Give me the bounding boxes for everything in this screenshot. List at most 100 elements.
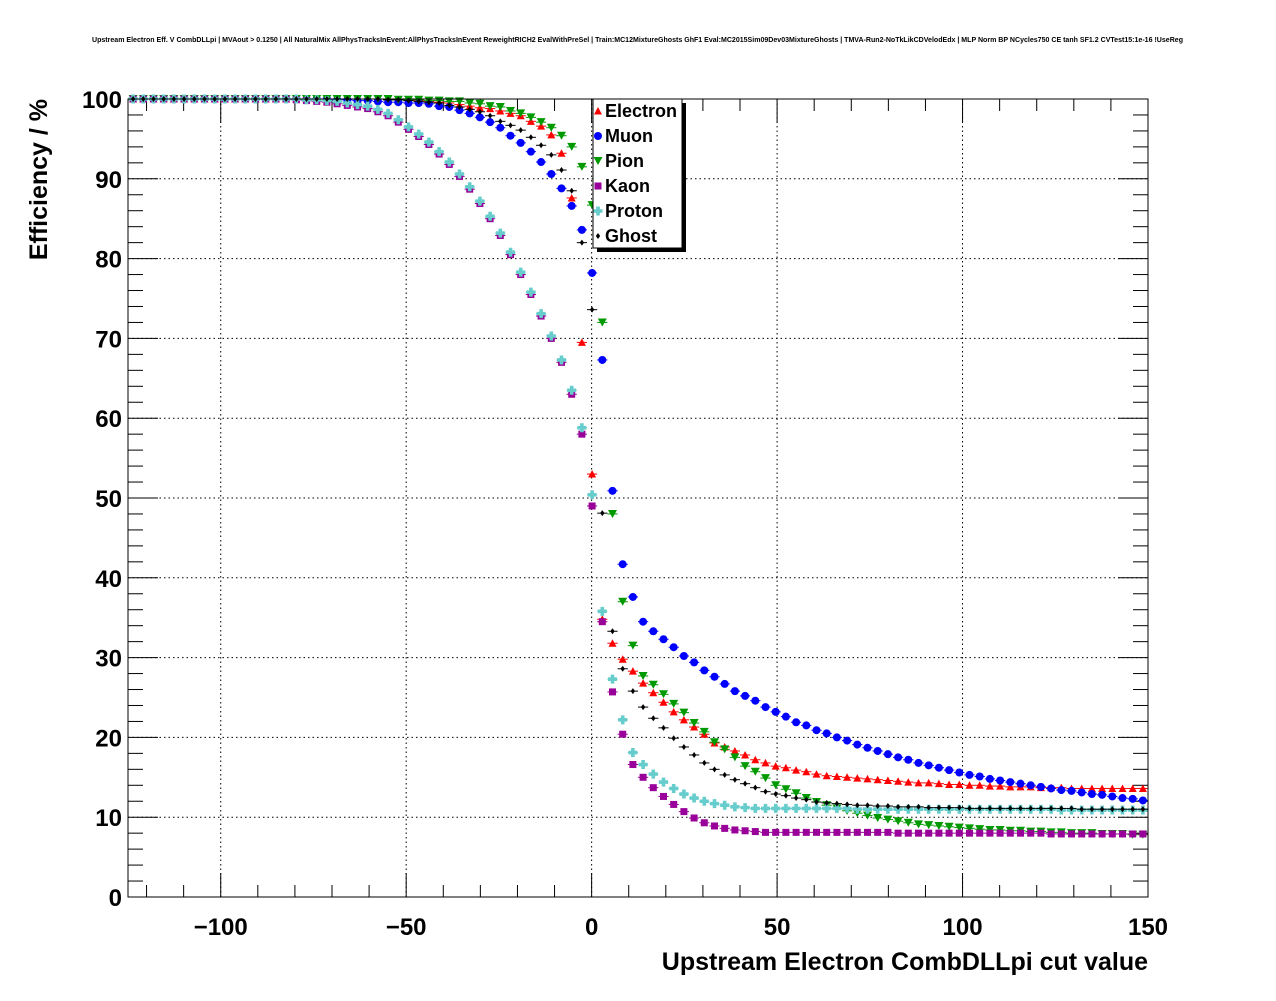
- data-point: [750, 803, 760, 813]
- data-point: [1037, 829, 1045, 837]
- data-point: [853, 828, 861, 836]
- data-point: [955, 768, 964, 777]
- data-point: [1006, 782, 1015, 791]
- data-point: [731, 826, 739, 834]
- data-point: [620, 665, 625, 672]
- data-point: [801, 803, 811, 813]
- data-point: [1047, 784, 1056, 793]
- legend-marker-ghost: [595, 233, 601, 239]
- data-point: [526, 113, 536, 122]
- data-point: [546, 123, 556, 132]
- data-point: [567, 193, 576, 202]
- data-point: [526, 287, 536, 297]
- data-point: [485, 211, 495, 221]
- data-point: [342, 98, 352, 108]
- legend-marker-pion: [593, 157, 603, 165]
- data-point: [414, 129, 424, 139]
- data-point: [823, 828, 831, 836]
- data-point: [1110, 806, 1115, 813]
- data-point: [516, 138, 525, 147]
- data-point: [906, 803, 911, 810]
- data-point: [965, 781, 974, 789]
- y-tick-label: 30: [95, 646, 122, 673]
- data-point: [660, 792, 667, 800]
- data-point: [985, 774, 994, 783]
- data-point: [455, 106, 464, 115]
- data-point: [661, 724, 666, 731]
- data-point: [802, 721, 811, 730]
- data-point: [363, 101, 373, 111]
- data-point: [475, 99, 485, 108]
- data-point: [393, 115, 403, 125]
- data-point: [404, 122, 414, 132]
- legend: Electron Muon Pion Kaon Proton Ghost: [592, 98, 686, 252]
- data-point: [699, 796, 709, 806]
- data-point: [536, 118, 546, 127]
- data-point: [720, 679, 729, 688]
- data-point: [587, 490, 597, 500]
- data-point: [486, 118, 495, 127]
- data-point: [925, 829, 933, 837]
- data-point: [628, 667, 637, 675]
- data-point: [884, 828, 892, 836]
- data-point: [1139, 830, 1147, 838]
- data-point: [465, 109, 474, 118]
- data-point: [812, 803, 821, 813]
- data-point: [822, 803, 832, 813]
- data-point: [750, 767, 760, 776]
- data-point: [1059, 805, 1064, 812]
- data-point: [883, 776, 892, 784]
- legend-label-proton: Proton: [605, 201, 663, 221]
- data-point: [577, 162, 587, 171]
- data-point: [435, 102, 444, 111]
- data-point: [824, 799, 829, 806]
- data-point: [639, 679, 648, 687]
- data-point: [579, 239, 585, 246]
- data-point: [496, 123, 505, 132]
- data-point: [1138, 796, 1147, 805]
- data-point: [1079, 806, 1084, 813]
- data-point: [976, 829, 984, 837]
- data-point: [597, 318, 607, 327]
- data-point: [619, 730, 627, 738]
- data-point: [924, 778, 933, 787]
- data-point: [741, 691, 750, 700]
- data-point: [1098, 790, 1107, 799]
- data-point: [628, 748, 638, 758]
- data-point: [802, 767, 811, 776]
- data-point: [996, 776, 1005, 785]
- data-point: [762, 828, 769, 836]
- data-point: [957, 804, 962, 811]
- data-point: [659, 690, 668, 699]
- data-point: [987, 805, 993, 812]
- data-point: [1026, 781, 1035, 790]
- data-point: [842, 803, 852, 813]
- data-point: [710, 672, 719, 681]
- data-point: [894, 777, 903, 785]
- data-point: [424, 137, 434, 147]
- data-point: [588, 470, 597, 478]
- data-point: [997, 805, 1003, 812]
- data-point: [833, 828, 841, 836]
- data-point: [588, 268, 597, 277]
- data-point: [1128, 784, 1137, 792]
- data-point: [730, 746, 739, 755]
- data-point: [955, 829, 963, 837]
- data-point: [681, 743, 687, 750]
- chart-title: Upstream Electron Eff. V CombDLLpi | MVA…: [92, 37, 1183, 44]
- y-tick-label: 10: [95, 805, 122, 832]
- data-point: [1057, 830, 1065, 838]
- data-point: [546, 331, 556, 341]
- data-point: [741, 827, 749, 835]
- data-point: [669, 699, 679, 708]
- data-point: [895, 803, 901, 810]
- data-point: [781, 785, 791, 794]
- data-point: [608, 509, 617, 518]
- data-point: [609, 688, 616, 696]
- data-point: [904, 778, 913, 786]
- data-point: [763, 788, 768, 795]
- data-point: [1017, 829, 1024, 837]
- data-point: [630, 688, 636, 695]
- data-point: [1057, 786, 1066, 795]
- data-point: [651, 715, 656, 722]
